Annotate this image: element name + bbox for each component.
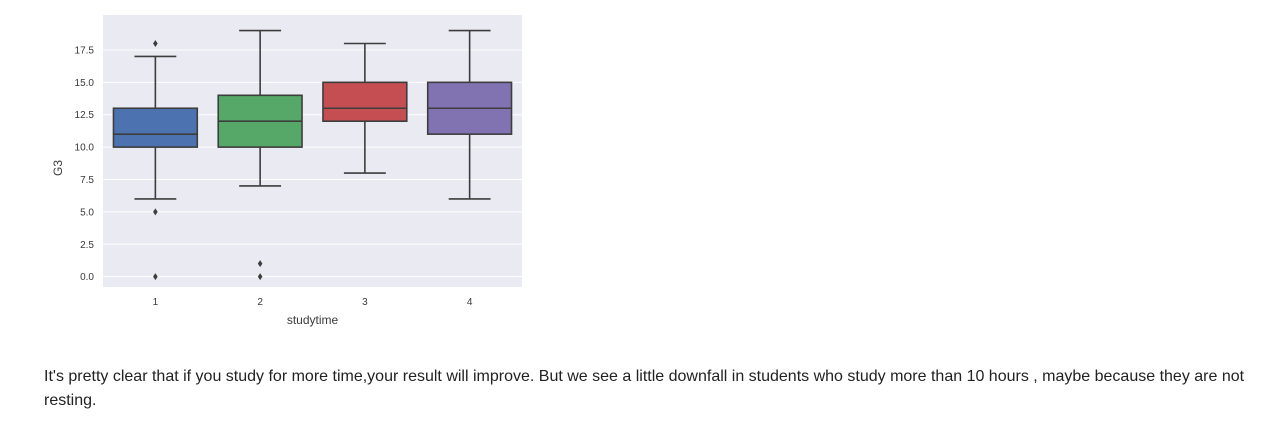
y-tick-label: 10.0 <box>75 143 95 154</box>
outlier-point <box>153 273 158 281</box>
y-tick-label: 7.5 <box>80 175 94 186</box>
x-tick-label: 1 <box>153 297 159 308</box>
box-category-1 <box>112 107 199 148</box>
y-axis-label: G3 <box>51 160 65 176</box>
x-axis-label: studytime <box>287 313 339 327</box>
plot-area <box>103 15 522 287</box>
y-tick-label: 2.5 <box>80 240 94 251</box>
y-tick-label: 5.0 <box>80 207 94 218</box>
y-tick-label: 17.5 <box>75 45 95 56</box>
outlier-point <box>257 273 263 281</box>
outlier-point <box>153 39 158 47</box>
commentary-text: It's pretty clear that if you study for … <box>44 368 1245 409</box>
outlier-point <box>257 260 263 268</box>
y-tick-label: 0.0 <box>80 272 94 283</box>
x-tick-label: 2 <box>257 297 263 308</box>
y-tick-label: 15.0 <box>75 78 95 89</box>
x-tick-label: 3 <box>362 297 368 308</box>
y-tick-label: 12.5 <box>75 110 95 121</box>
boxplot-chart: 0.0 2.5 5.0 7.5 10.0 12.5 15.0 17.5 1 2 3 4 studyti… <box>0 0 540 340</box>
outlier-point <box>153 208 158 216</box>
box-category-3 <box>322 81 408 123</box>
chart-canvas: 0.0 2.5 5.0 7.5 10.0 12.5 15.0 17.5 1 2 3 4 studyti… <box>51 15 522 327</box>
x-tick-label: 4 <box>467 297 473 308</box>
